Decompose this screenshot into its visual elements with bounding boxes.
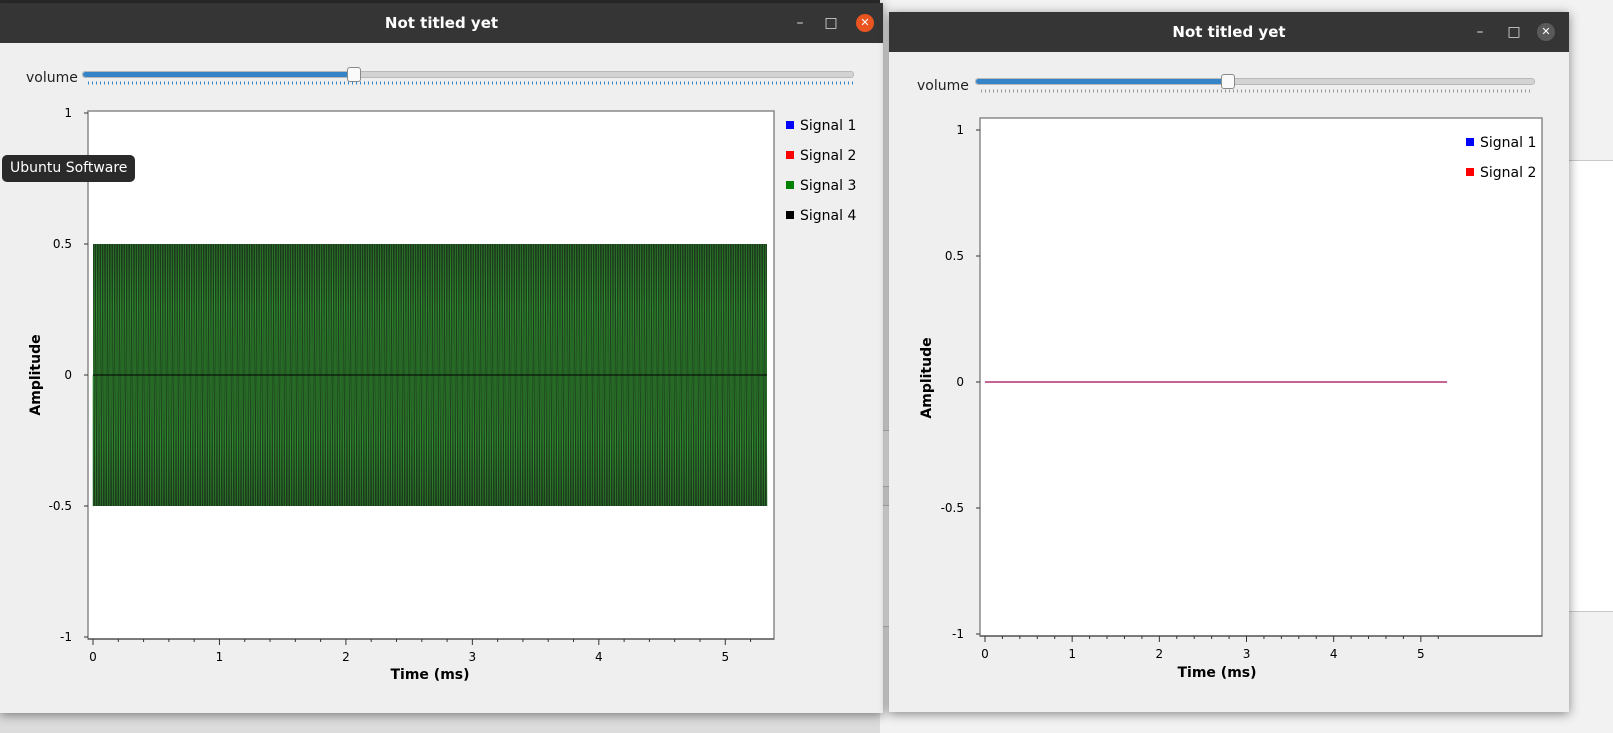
volume-slider[interactable] [82, 67, 854, 82]
scope-window-2: Not titled yet – □ ✕ volume 1 0.5 0 -0.5 -1 0… [889, 12, 1569, 712]
volume-slider-handle[interactable] [1221, 74, 1236, 89]
x-axis-label: Time (ms) [390, 667, 469, 683]
volume-label: volume [917, 78, 969, 94]
volume-slider-handle[interactable] [346, 67, 361, 82]
minimize-icon[interactable]: – [1476, 24, 1484, 40]
y-tick-label: 0.5 [53, 237, 72, 251]
x-tick-label: 5 [721, 650, 729, 664]
minimize-icon[interactable]: – [796, 15, 804, 31]
x-tick-label: 0 [981, 647, 989, 661]
maximize-icon[interactable]: □ [824, 15, 838, 31]
close-icon[interactable]: ✕ [856, 14, 874, 32]
legend-swatch [786, 151, 794, 159]
legend-entry: Signal 1 [800, 118, 856, 134]
scope-window-1: Not titled yet – □ ✕ volume 1 0.5 0 -0.5 -1 0… [0, 3, 883, 713]
volume-slider[interactable] [975, 74, 1535, 89]
background-fragment [1562, 160, 1613, 612]
close-icon[interactable]: ✕ [1537, 23, 1555, 41]
legend-entry: Signal 3 [800, 178, 856, 194]
x-tick-label: 2 [1156, 647, 1164, 661]
legend-swatch [1466, 138, 1474, 146]
legend-swatch [786, 181, 794, 189]
y-tick-label: -0.5 [49, 499, 72, 513]
x-tick-label: 2 [342, 650, 350, 664]
plot-area: 1 0.5 0 -0.5 -1 0 1 2 3 4 5 Time (ms) Amplitude Si… [28, 106, 856, 683]
y-tick-label: 0 [64, 368, 72, 382]
x-tick-label: 0 [89, 650, 97, 664]
volume-slider-fill [976, 79, 1228, 84]
y-tick-label: -1 [952, 627, 964, 641]
x-tick-label: 4 [1330, 647, 1338, 661]
window-title: Not titled yet [1172, 23, 1286, 41]
y-tick-label: -1 [60, 630, 72, 644]
y-axis-label: Amplitude [919, 337, 935, 418]
signal-waveform [92, 243, 768, 507]
y-tick-label: 1 [64, 106, 72, 120]
plot-area: 1 0.5 0 -0.5 -1 0 1 2 3 4 5 Time (ms) Amplitude Si… [919, 117, 1543, 681]
x-tick-label: 5 [1417, 647, 1425, 661]
y-axis-label: Amplitude [28, 334, 44, 415]
ubuntu-software-tooltip: Ubuntu Software [2, 155, 136, 182]
y-tick-label: -0.5 [941, 501, 964, 515]
legend-swatch [786, 211, 794, 219]
legend-entry: Signal 2 [800, 148, 856, 164]
x-axis-label: Time (ms) [1177, 665, 1256, 681]
plot-canvas [979, 117, 1543, 637]
x-tick-label: 1 [216, 650, 224, 664]
legend-entry: Signal 4 [800, 208, 856, 224]
volume-slider-fill [83, 72, 353, 77]
legend-entry: Signal 1 [1480, 135, 1536, 151]
x-tick-label: 1 [1068, 647, 1076, 661]
y-tick-label: 0.5 [945, 249, 964, 263]
x-tick-label: 3 [1243, 647, 1251, 661]
legend-entry: Signal 2 [1480, 165, 1536, 181]
titlebar[interactable]: Not titled yet – □ ✕ [0, 3, 883, 43]
legend-swatch [1466, 168, 1474, 176]
legend-swatch [786, 121, 794, 129]
y-tick-label: 1 [956, 123, 964, 137]
x-tick-label: 3 [469, 650, 477, 664]
window-title: Not titled yet [384, 14, 499, 32]
volume-label: volume [26, 70, 78, 86]
titlebar[interactable]: Not titled yet – □ ✕ [889, 12, 1569, 52]
y-tick-label: 0 [956, 375, 964, 389]
maximize-icon[interactable]: □ [1507, 24, 1521, 40]
x-tick-label: 4 [595, 650, 603, 664]
